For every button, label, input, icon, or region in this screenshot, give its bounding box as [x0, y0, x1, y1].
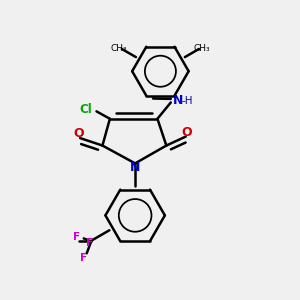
- Text: O: O: [182, 126, 193, 139]
- Text: -H: -H: [182, 96, 193, 106]
- Text: F: F: [86, 238, 93, 248]
- Text: F: F: [73, 232, 80, 242]
- Text: CH₃: CH₃: [194, 44, 210, 53]
- Text: F: F: [80, 253, 87, 263]
- Text: O: O: [74, 127, 84, 140]
- Text: CH₃: CH₃: [110, 44, 127, 53]
- Text: N: N: [173, 94, 183, 107]
- Text: N: N: [130, 161, 140, 174]
- Text: Cl: Cl: [80, 103, 92, 116]
